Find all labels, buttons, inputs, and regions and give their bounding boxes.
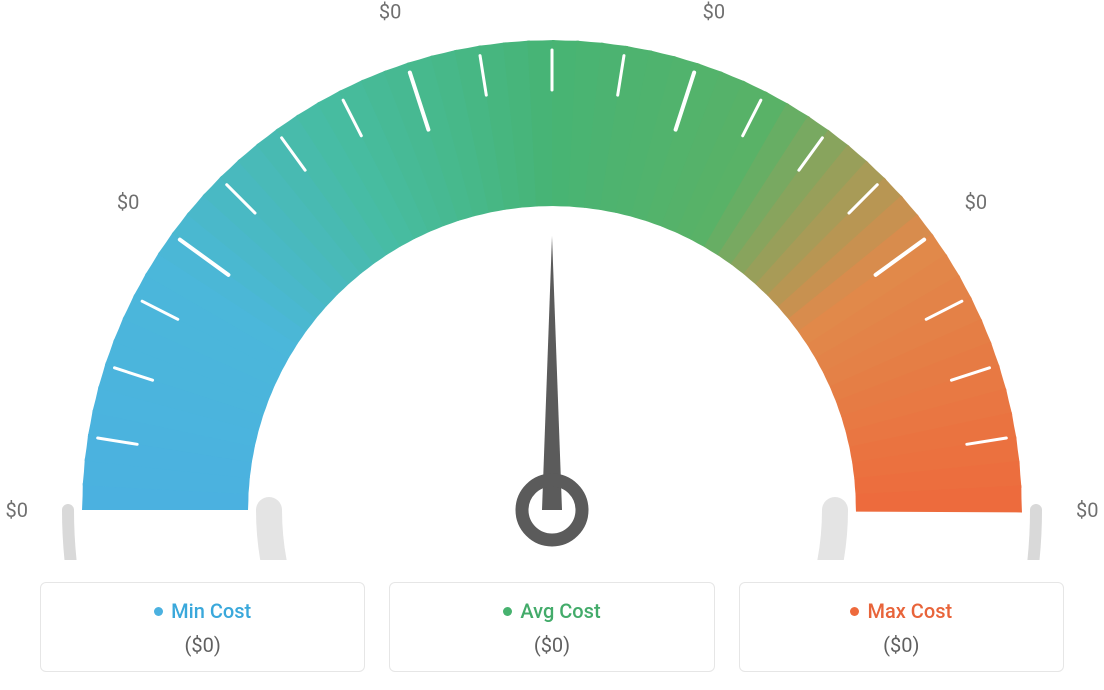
legend-value: ($0) bbox=[51, 633, 354, 657]
gauge-chart: $0 $0 $0 $0 $0 $0 bbox=[0, 0, 1104, 560]
gauge-tick-label: $0 bbox=[117, 190, 139, 214]
legend-value: ($0) bbox=[400, 633, 703, 657]
legend-title: Avg Cost bbox=[520, 599, 600, 623]
legend-value: ($0) bbox=[750, 633, 1053, 657]
legend-card: Avg Cost ($0) bbox=[389, 582, 714, 672]
legend-card: Min Cost ($0) bbox=[40, 582, 365, 672]
legend-title-row: Max Cost bbox=[750, 599, 1053, 623]
gauge-svg: $0 $0 $0 $0 $0 $0 bbox=[0, 0, 1104, 560]
gauge-tick-label: $0 bbox=[379, 0, 401, 24]
legend-row: Min Cost ($0) Avg Cost ($0) Max Cost ($0… bbox=[0, 582, 1104, 690]
gauge-tick-label: $0 bbox=[965, 190, 987, 214]
gauge-tick-label: $0 bbox=[1076, 498, 1098, 522]
legend-title-row: Avg Cost bbox=[400, 599, 703, 623]
legend-title: Min Cost bbox=[171, 599, 251, 623]
legend-card: Max Cost ($0) bbox=[739, 582, 1064, 672]
legend-dot-icon bbox=[154, 607, 163, 616]
legend-title: Max Cost bbox=[867, 599, 952, 623]
legend-dot-icon bbox=[503, 607, 512, 616]
gauge-tick-label: $0 bbox=[703, 0, 725, 24]
legend-title-row: Min Cost bbox=[51, 599, 354, 623]
gauge-tick-label: $0 bbox=[6, 498, 28, 522]
legend-dot-icon bbox=[850, 607, 859, 616]
